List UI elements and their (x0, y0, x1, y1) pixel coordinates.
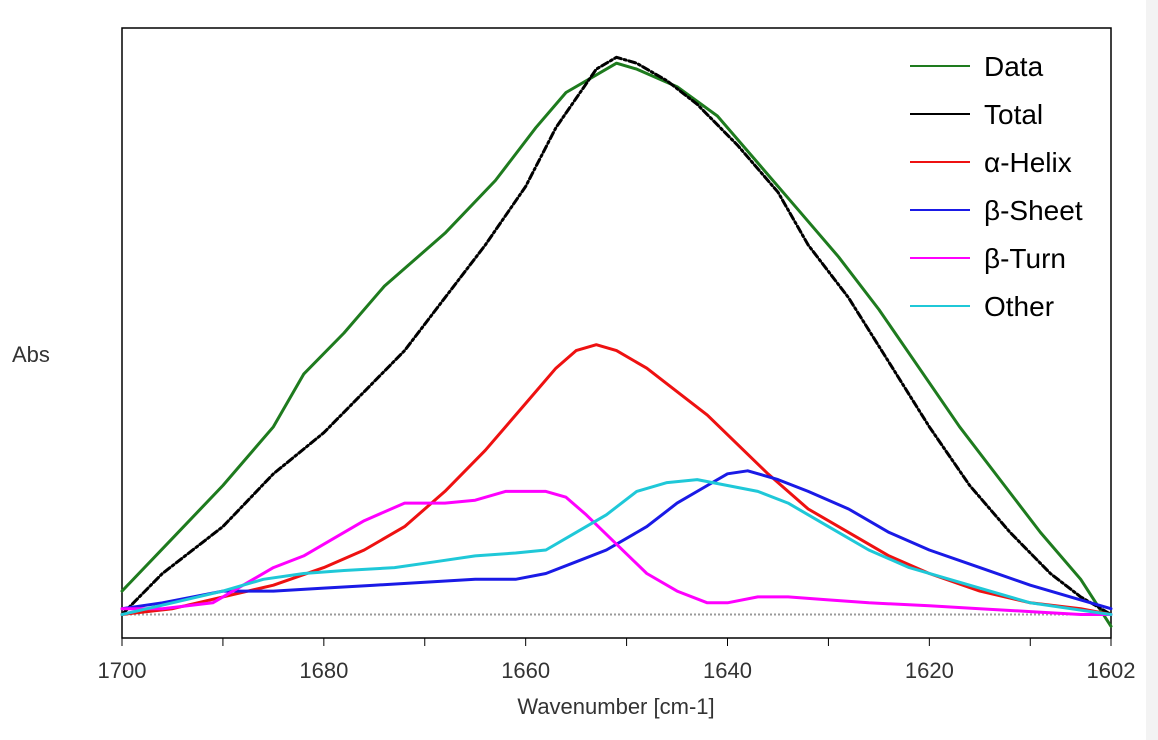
series-sheet-line (120, 469, 1113, 611)
x-tick-label-1680: 1680 (299, 658, 348, 683)
x-tick-label-1602: 1602 (1087, 658, 1136, 683)
series-other-line (120, 478, 1113, 616)
legend-label-turn: β-Turn (984, 243, 1066, 274)
x-axis-tick-labels: 1700 1680 1660 1640 1620 1602 (98, 658, 1136, 683)
series-total-line (120, 55, 1113, 616)
y-axis-title: Abs (12, 342, 50, 367)
x-axis-title: Wavenumber [cm-1] (517, 694, 714, 719)
legend-label-total: Total (984, 99, 1043, 130)
x-tick-label-1660: 1660 (501, 658, 550, 683)
plot-frame (121, 27, 1112, 639)
legend-label-data: Data (984, 51, 1044, 82)
legend-label-sheet: β-Sheet (984, 195, 1083, 226)
x-axis-ticks (121, 638, 1112, 646)
series-helix-line (120, 343, 1113, 616)
x-tick-label-1700: 1700 (98, 658, 147, 683)
x-tick-label-1620: 1620 (905, 658, 954, 683)
series-layer (120, 55, 1113, 628)
legend-label-other: Other (984, 291, 1054, 322)
legend: Data Total α-Helix β-Sheet β-Turn Other (910, 51, 1083, 322)
legend-label-helix: α-Helix (984, 147, 1072, 178)
x-tick-label-1640: 1640 (703, 658, 752, 683)
series-data-line (120, 61, 1113, 628)
series-turn-line (120, 489, 1113, 616)
right-edge-strip (1146, 0, 1158, 740)
